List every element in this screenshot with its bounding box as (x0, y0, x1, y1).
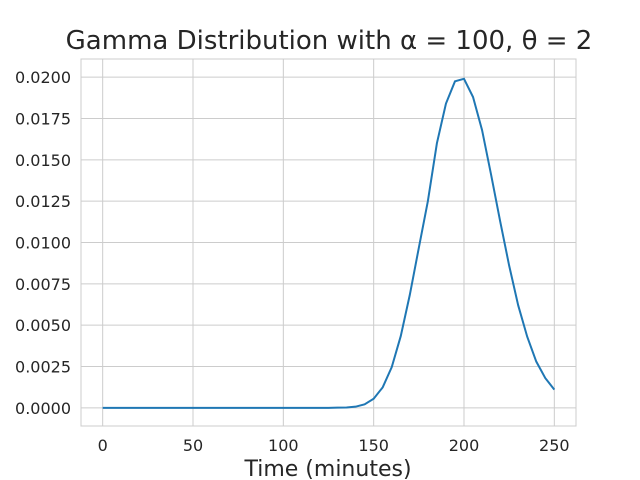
y-tick-label: 0.0100 (15, 234, 71, 253)
x-tick-label: 0 (98, 436, 108, 455)
x-tick-label: 250 (539, 436, 570, 455)
y-tick-label: 0.0175 (15, 110, 71, 129)
x-tick-label: 50 (183, 436, 203, 455)
gamma-pdf-line (102, 77, 556, 409)
x-tick-label: 100 (268, 436, 299, 455)
y-tick-label: 0.0150 (15, 151, 71, 170)
tick-labels: 0 50 100 150 200 250 0.0000 0.0025 0.0050 0.0075 0… (15, 68, 570, 455)
y-tick-label: 0.0000 (15, 399, 71, 418)
y-tick-label: 0.0075 (15, 275, 71, 294)
y-tick-label: 0.0125 (15, 192, 71, 211)
grid-lines (81, 59, 576, 426)
chart-title: Gamma Distribution with α = 100, θ = 2 (66, 26, 593, 56)
y-tick-label: 0.0025 (15, 357, 71, 376)
x-tick-label: 150 (358, 436, 389, 455)
x-tick-label: 200 (449, 436, 480, 455)
y-tick-label: 0.0050 (15, 316, 71, 335)
x-axis-label: Time (minutes) (243, 457, 411, 480)
y-tick-label: 0.0200 (15, 68, 71, 87)
